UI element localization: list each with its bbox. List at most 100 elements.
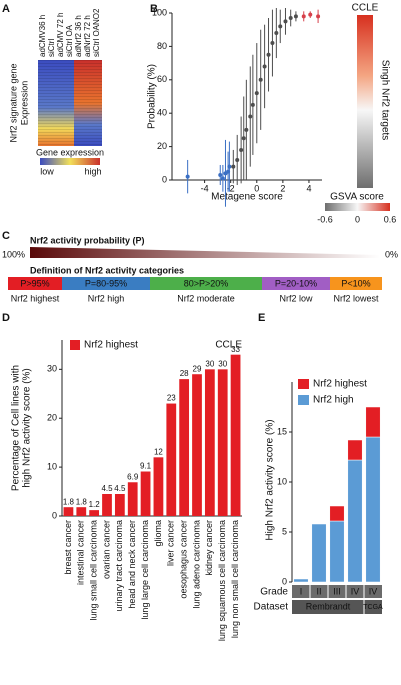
point (266, 52, 271, 57)
dataset-row (292, 600, 382, 614)
x-tick-label: glioma (153, 520, 163, 547)
point (227, 164, 232, 169)
x-tick-label: -4 (201, 183, 209, 193)
y-axis-label: high Nrf2 activity score (%) (22, 368, 33, 487)
point (250, 102, 255, 107)
x-tick-label: lung small cell carcinoma (89, 520, 99, 621)
point (283, 19, 288, 24)
category-range: P=20-10% (275, 278, 317, 288)
bar (140, 471, 151, 516)
x-tick-label: intestinal cancer (76, 520, 86, 585)
y-axis-label: Percentage of Cell lines with (11, 365, 22, 491)
ccle-heatmap (357, 15, 373, 188)
panel-label: C (2, 230, 10, 242)
bar (102, 494, 112, 516)
category-range: P>95% (20, 278, 49, 288)
legend-low: low (40, 166, 54, 176)
column-label: siCtrl OA (65, 24, 74, 57)
point (301, 14, 306, 19)
probability-wedge (30, 247, 380, 258)
panel-label: D (2, 312, 10, 324)
category-name: Nrf2 lowest (333, 293, 379, 303)
x-tick-label: head and neck cancer (127, 520, 137, 609)
point (218, 172, 223, 177)
y-tick-label: 100 (152, 7, 167, 17)
value-label: 30 (218, 359, 227, 368)
bar (63, 507, 74, 516)
category-segment (330, 277, 382, 290)
column-label: adNrf2 36 h (74, 15, 83, 57)
gsva-colorbar (325, 203, 390, 211)
legend-label: Nrf2 high (313, 395, 354, 406)
point (316, 14, 321, 19)
x-tick-label: lung non small cell carcinoma (230, 520, 240, 638)
grade-label: II (316, 586, 321, 596)
point (235, 157, 240, 162)
x-tick-label: liver cancer (166, 520, 176, 566)
x-tick-label: lung adeno carcinoma (191, 520, 201, 609)
point (248, 114, 253, 119)
bar-segment (329, 505, 345, 522)
panel-label: A (2, 3, 10, 15)
legend-title: Gene expression (36, 147, 104, 157)
probability-right: 0% (385, 249, 398, 259)
colorbar-tick-label: 0 (355, 214, 360, 224)
heatmap-label: Singh Nrf2 targets (379, 60, 390, 141)
y-tick-label: 0 (52, 510, 57, 520)
colorbar-tick-label: -0.6 (317, 214, 333, 224)
category-range: P<10% (341, 278, 370, 288)
y-tick-label: 10 (277, 476, 287, 486)
point (278, 24, 283, 29)
bar (89, 510, 100, 516)
bar-segment (365, 406, 381, 438)
heatmap-texture (38, 60, 102, 146)
column-label: siCtrl (47, 39, 56, 57)
bar (204, 369, 215, 516)
x-tick-label: kidney cancer (204, 520, 214, 576)
x-tick-label: -2 (227, 183, 235, 193)
point (308, 12, 313, 17)
grade-row (292, 585, 382, 598)
x-tick-label: ovarian cancer (101, 520, 111, 579)
column-label: adCMV36 h (38, 15, 47, 57)
column-label: adNrf2 72 h (83, 15, 92, 57)
value-label: 4.5 (114, 484, 126, 493)
probability-title: Nrf2 activity probability (P) (30, 235, 145, 245)
x-tick-label: breast cancer (63, 520, 73, 575)
point (220, 176, 225, 181)
bar-segment (311, 523, 327, 583)
value-label: 9.1 (140, 462, 152, 471)
value-label: 28 (180, 369, 189, 378)
y-tick-label: 30 (47, 364, 57, 374)
value-label: 1.8 (63, 497, 75, 506)
category-segment (150, 277, 262, 290)
value-label: 6.9 (127, 472, 139, 481)
colorbar-tick-label: 0.6 (384, 214, 397, 224)
bar (166, 403, 177, 516)
value-label: 12 (154, 447, 163, 456)
panel-label: E (258, 312, 265, 324)
point (244, 127, 249, 132)
point (274, 31, 279, 36)
bar-segment (347, 439, 363, 461)
bar-segment (365, 436, 381, 583)
value-label: 1.2 (89, 500, 101, 509)
value-label: 29 (193, 364, 202, 373)
value-label: 30 (205, 359, 214, 368)
x-tick-label: lung large cell carcinoma (140, 520, 150, 620)
category-name: Nrf2 highest (11, 293, 60, 303)
x-tick-label: oesophagus cancer (179, 520, 189, 599)
category-range: 80>P>20% (184, 278, 229, 288)
bar-segment (293, 578, 309, 583)
bar (153, 457, 164, 516)
column-label: siCtrl OANO2 (92, 8, 101, 57)
grade-label: IV (351, 586, 360, 596)
probability-left: 100% (2, 249, 25, 259)
point (258, 77, 263, 82)
y-tick-label: 40 (157, 108, 167, 118)
x-tick-label: 0 (254, 183, 259, 193)
column-label: adCMV 72 h (56, 13, 65, 57)
panel-label: B (150, 3, 158, 15)
category-range: P=80-95% (85, 278, 127, 288)
